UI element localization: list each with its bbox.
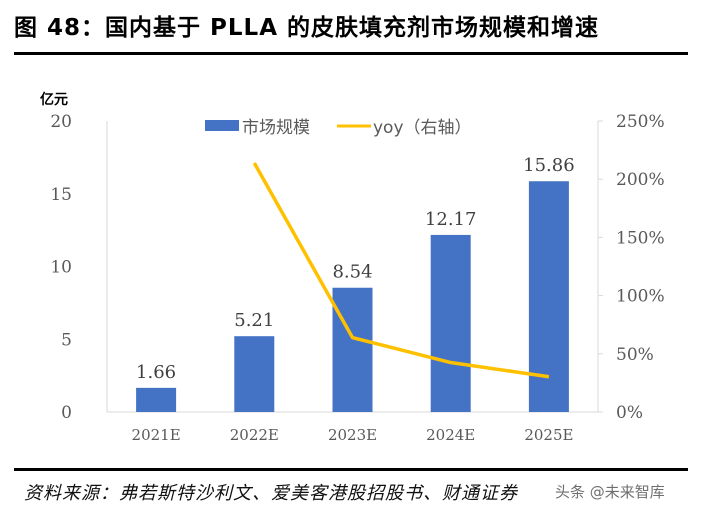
yoy-line-layer bbox=[252, 162, 550, 379]
y2-tick-label: 0% bbox=[616, 403, 643, 423]
bar-2023E bbox=[332, 287, 373, 412]
bar-data-label: 15.86 bbox=[523, 155, 575, 176]
figure-title: 图 48：国内基于 PLLA 的皮肤填充剂市场规模和增速 bbox=[14, 15, 599, 41]
y2-tick-label: 250% bbox=[616, 112, 665, 132]
source-note: 资料来源：弗若斯特沙利文、爱美客港股招股书、财通证券 bbox=[24, 483, 518, 504]
watermark: 头条 @未来智库 bbox=[555, 483, 665, 501]
bars: 1.66 5.21 8.54 12.17 15.86 bbox=[136, 155, 575, 412]
x-tick-label: 2022E bbox=[230, 426, 279, 444]
bar-data-label: 8.54 bbox=[332, 262, 372, 283]
x-tick-label: 2025E bbox=[524, 426, 573, 444]
x-tick-label: 2023E bbox=[328, 426, 377, 444]
x-tick-label: 2024E bbox=[426, 426, 475, 444]
bar-data-label: 12.17 bbox=[425, 209, 477, 230]
x-tick-label: 2021E bbox=[132, 426, 181, 444]
source-rule bbox=[14, 468, 688, 471]
y-tick-label: 20 bbox=[50, 112, 72, 132]
legend-label-market-size: 市场规模 bbox=[242, 118, 310, 138]
y-tick-label: 10 bbox=[50, 258, 72, 278]
y2-tick-label: 150% bbox=[616, 228, 665, 248]
bar-2022E bbox=[234, 336, 275, 412]
y-axis-unit-label: 亿元 bbox=[40, 91, 68, 108]
bar-2025E bbox=[528, 181, 569, 412]
bar-2024E bbox=[430, 234, 471, 412]
y2-tick-label: 50% bbox=[616, 345, 654, 365]
legend-label-yoy: yoy（右轴） bbox=[373, 118, 472, 138]
bar-data-label: 5.21 bbox=[234, 310, 274, 331]
bar-data-label: 1.66 bbox=[136, 362, 176, 383]
y-tick-label: 15 bbox=[50, 185, 72, 205]
legend: 市场规模 yoy（右轴） bbox=[205, 118, 472, 138]
bar-2021E bbox=[136, 387, 177, 412]
title-rule bbox=[14, 52, 688, 55]
y2-tick-label: 200% bbox=[616, 170, 665, 190]
y2-tick-label: 100% bbox=[616, 287, 665, 307]
legend-swatch-market-size bbox=[205, 120, 239, 131]
y-tick-label: 5 bbox=[61, 330, 72, 350]
y-tick-label: 0 bbox=[61, 403, 72, 423]
yoy-line bbox=[252, 162, 550, 379]
